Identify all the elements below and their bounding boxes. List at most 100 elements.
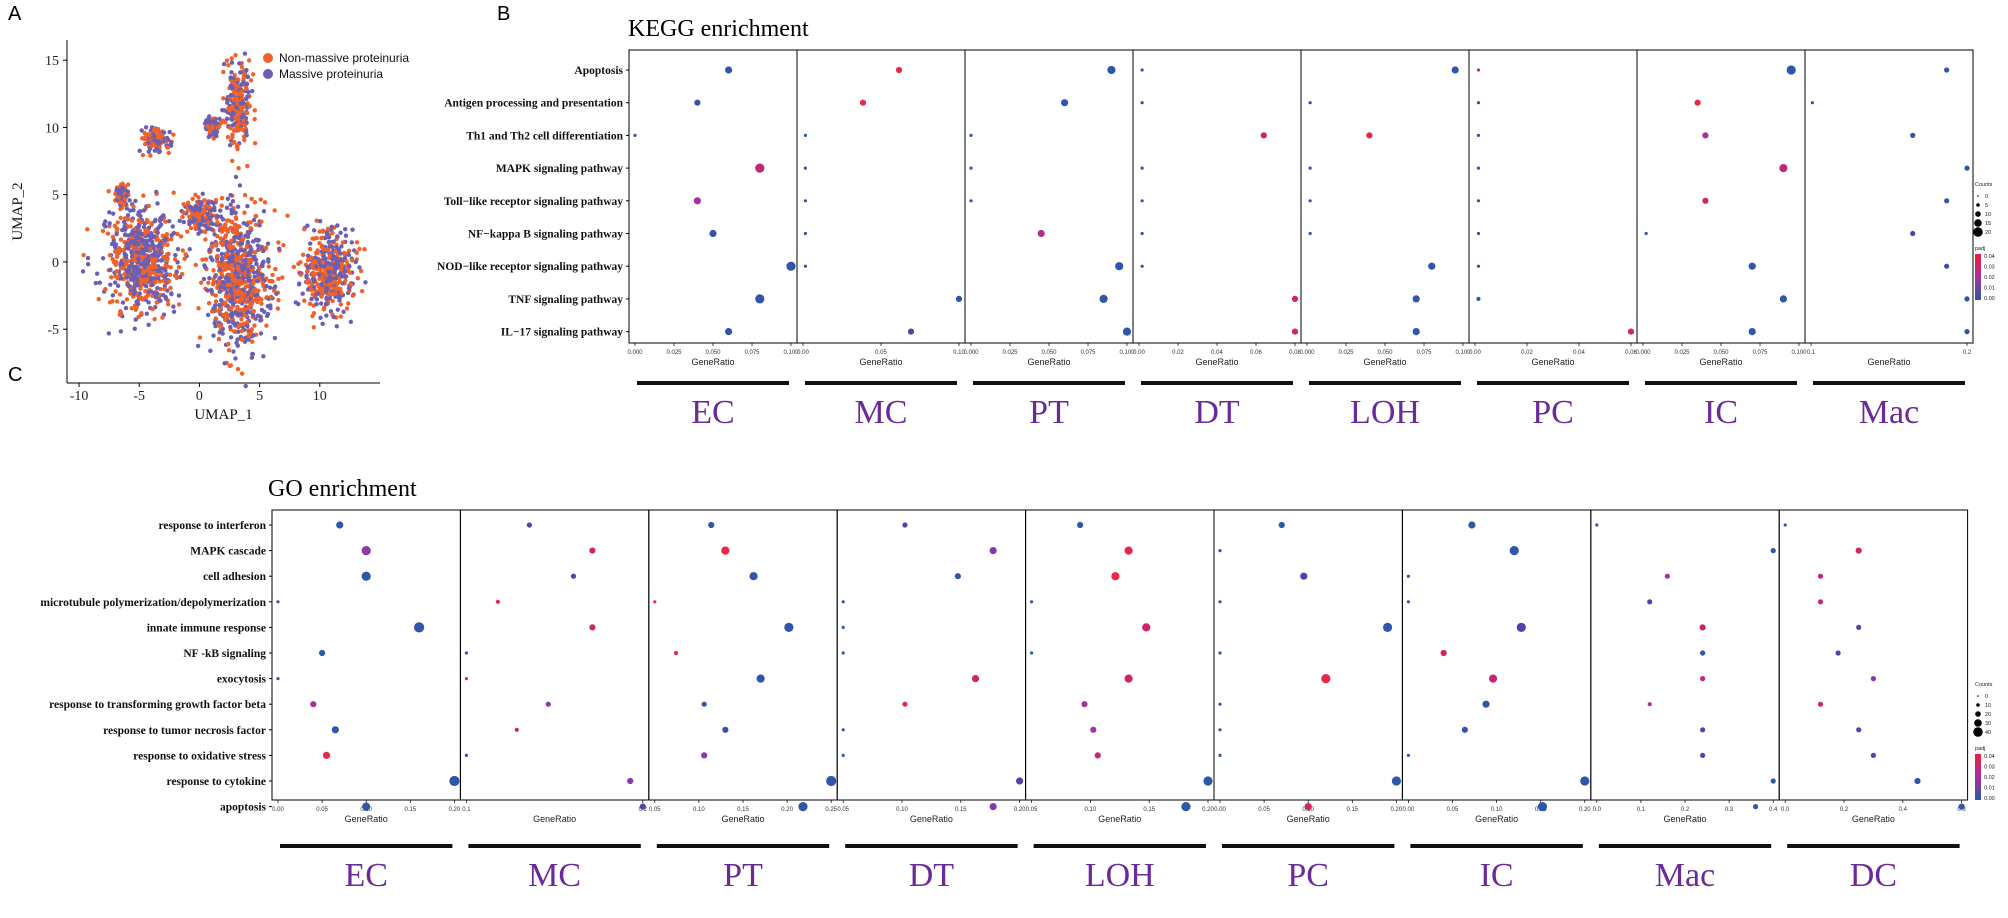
umap-point [219, 229, 225, 234]
umap-point [225, 134, 231, 140]
umap-point [128, 208, 133, 213]
go-x-tick-label: 0.4 [1899, 807, 1908, 813]
go-dot [1647, 702, 1652, 707]
kegg-dot [803, 133, 808, 137]
go-dot [841, 651, 845, 655]
umap-point [144, 311, 149, 316]
umap-point [111, 211, 116, 216]
umap-point [152, 218, 158, 224]
umap-point [146, 140, 151, 146]
umap-point [251, 298, 257, 303]
umap-point [230, 140, 236, 146]
umap-point [229, 238, 234, 243]
kegg-dot [859, 99, 867, 106]
umap-point [206, 215, 212, 221]
go-dot [1488, 674, 1498, 683]
umap-point [158, 258, 164, 263]
umap-point [207, 247, 212, 253]
kegg-dot [1260, 132, 1267, 139]
go-dot [1468, 521, 1476, 529]
umap-point [272, 335, 278, 341]
umap-point [251, 72, 256, 77]
go-x-tick-label: 0.20 [781, 807, 793, 813]
go-x-tick-label: 0.00 [272, 807, 284, 813]
kegg-x-tick-label: 0.00 [1469, 350, 1481, 356]
umap-point [252, 108, 257, 113]
umap-point [312, 255, 318, 260]
umap-point [252, 199, 258, 205]
umap-point [171, 304, 176, 309]
umap-point [262, 287, 267, 292]
umap-point [139, 254, 145, 260]
go-facet-label: PC [1287, 857, 1329, 894]
umap-point [131, 204, 136, 209]
umap-point [141, 260, 146, 266]
go-dot [1595, 523, 1599, 527]
go-dot [826, 775, 837, 787]
umap-point [170, 224, 175, 229]
umap-point [109, 275, 114, 280]
go-dot [1016, 777, 1024, 785]
go-dot [464, 753, 468, 758]
go-dot [639, 803, 646, 810]
umap-point [259, 301, 264, 306]
kegg-term-label: TNF signaling pathway [508, 294, 623, 306]
go-size-legend-dot [1975, 711, 1981, 717]
umap-point [310, 313, 315, 319]
umap-point [268, 305, 273, 311]
umap-x-tick-label: 0 [196, 389, 203, 404]
umap-point [250, 88, 255, 94]
go-color-legend-label: 0.04 [1984, 754, 1995, 760]
kegg-dot [725, 328, 733, 336]
kegg-dot [1944, 198, 1950, 204]
umap-point [193, 262, 198, 268]
kegg-x-label: GeneRatio [1027, 357, 1070, 367]
umap-point [210, 125, 215, 131]
kegg-facet-bar [1645, 381, 1797, 385]
umap-point [203, 265, 208, 270]
kegg-color-legend-title: padj [1975, 246, 1985, 252]
umap-point [125, 282, 131, 287]
umap-point [253, 250, 258, 255]
umap-x-label: UMAP_1 [194, 407, 252, 423]
umap-point [326, 235, 332, 240]
umap-point [251, 333, 256, 338]
umap-y-tick-label: 0 [52, 256, 59, 271]
umap-point [251, 279, 257, 285]
umap-point [219, 203, 224, 208]
kegg-facet-dt: 0.00 0.02 0.04 0.06 0.08 GeneRatio DT [1132, 49, 1302, 431]
kegg-x-tick-label: 0.06 [1625, 350, 1637, 356]
go-term-label: response to interferon [158, 520, 266, 532]
umap-point [334, 324, 339, 329]
umap-point [165, 242, 170, 247]
umap-point [232, 234, 238, 240]
go-x-tick-label: 0.15 [955, 807, 967, 813]
umap-point [317, 229, 322, 234]
go-color-legend-label: 0.00 [1984, 796, 1995, 802]
umap-point [234, 226, 239, 232]
umap-point [110, 293, 116, 298]
umap-point [224, 205, 230, 211]
kegg-facet-bar [1477, 381, 1629, 385]
umap-point [211, 268, 216, 273]
umap-cluster [80, 189, 192, 336]
kegg-dot [1140, 264, 1144, 268]
kegg-x-tick-label: 0.08 [1289, 350, 1301, 356]
umap-point [285, 213, 290, 218]
umap-point [97, 280, 103, 285]
umap-point [222, 234, 228, 240]
panel-label-b: B [497, 3, 510, 25]
umap-point [243, 284, 248, 290]
umap-point [146, 259, 151, 264]
kegg-dot [1627, 328, 1635, 335]
umap-point [169, 232, 174, 238]
kegg-color-legend-label: 0.03 [1984, 265, 1995, 271]
umap-point [335, 234, 340, 239]
umap-point [176, 264, 182, 270]
kegg-term-label: NOD−like receptor signaling pathway [437, 261, 623, 273]
umap-point [243, 258, 248, 263]
umap-point [142, 130, 147, 136]
umap-point [320, 275, 325, 280]
umap-point [343, 227, 348, 232]
umap-point [226, 256, 232, 261]
